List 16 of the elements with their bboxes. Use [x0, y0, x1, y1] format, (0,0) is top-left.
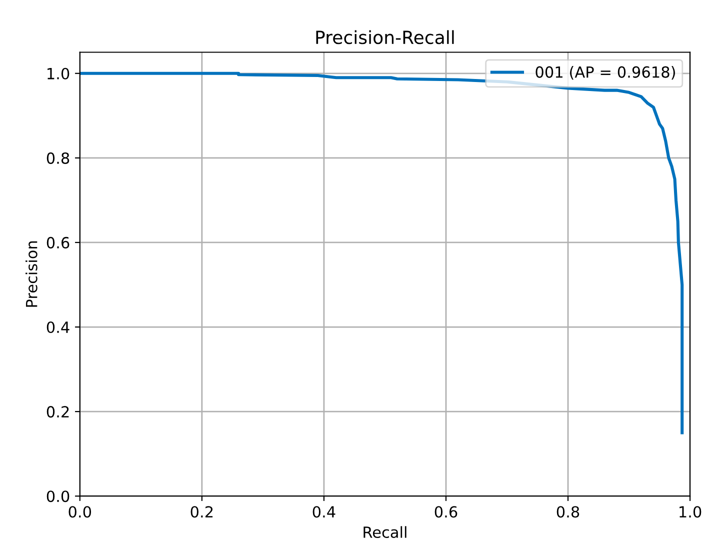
- y-tick-label: 0.2: [46, 406, 69, 418]
- x-tick-label: 1.0: [680, 506, 702, 518]
- y-tick-label: 1.0: [48, 68, 70, 80]
- y-axis-title: Precision: [26, 241, 38, 307]
- chart-title: Precision-Recall: [316, 30, 454, 44]
- x-tick-label: 0.2: [190, 506, 213, 518]
- y-tick-label: 0.6: [46, 236, 70, 248]
- x-tick-label: 0.8: [556, 506, 580, 518]
- legend-label: 001 (AP = 0.9618): [536, 66, 675, 80]
- x-tick-label: 0.0: [68, 506, 92, 518]
- x-tick-label: 0.6: [434, 506, 458, 518]
- x-tick-label: 0.4: [312, 506, 336, 518]
- x-axis-title: Recall: [364, 526, 406, 538]
- y-tick-label: 0.4: [46, 321, 70, 334]
- y-tick-label: 0.0: [46, 490, 70, 502]
- y-tick-label: 0.8: [46, 152, 70, 164]
